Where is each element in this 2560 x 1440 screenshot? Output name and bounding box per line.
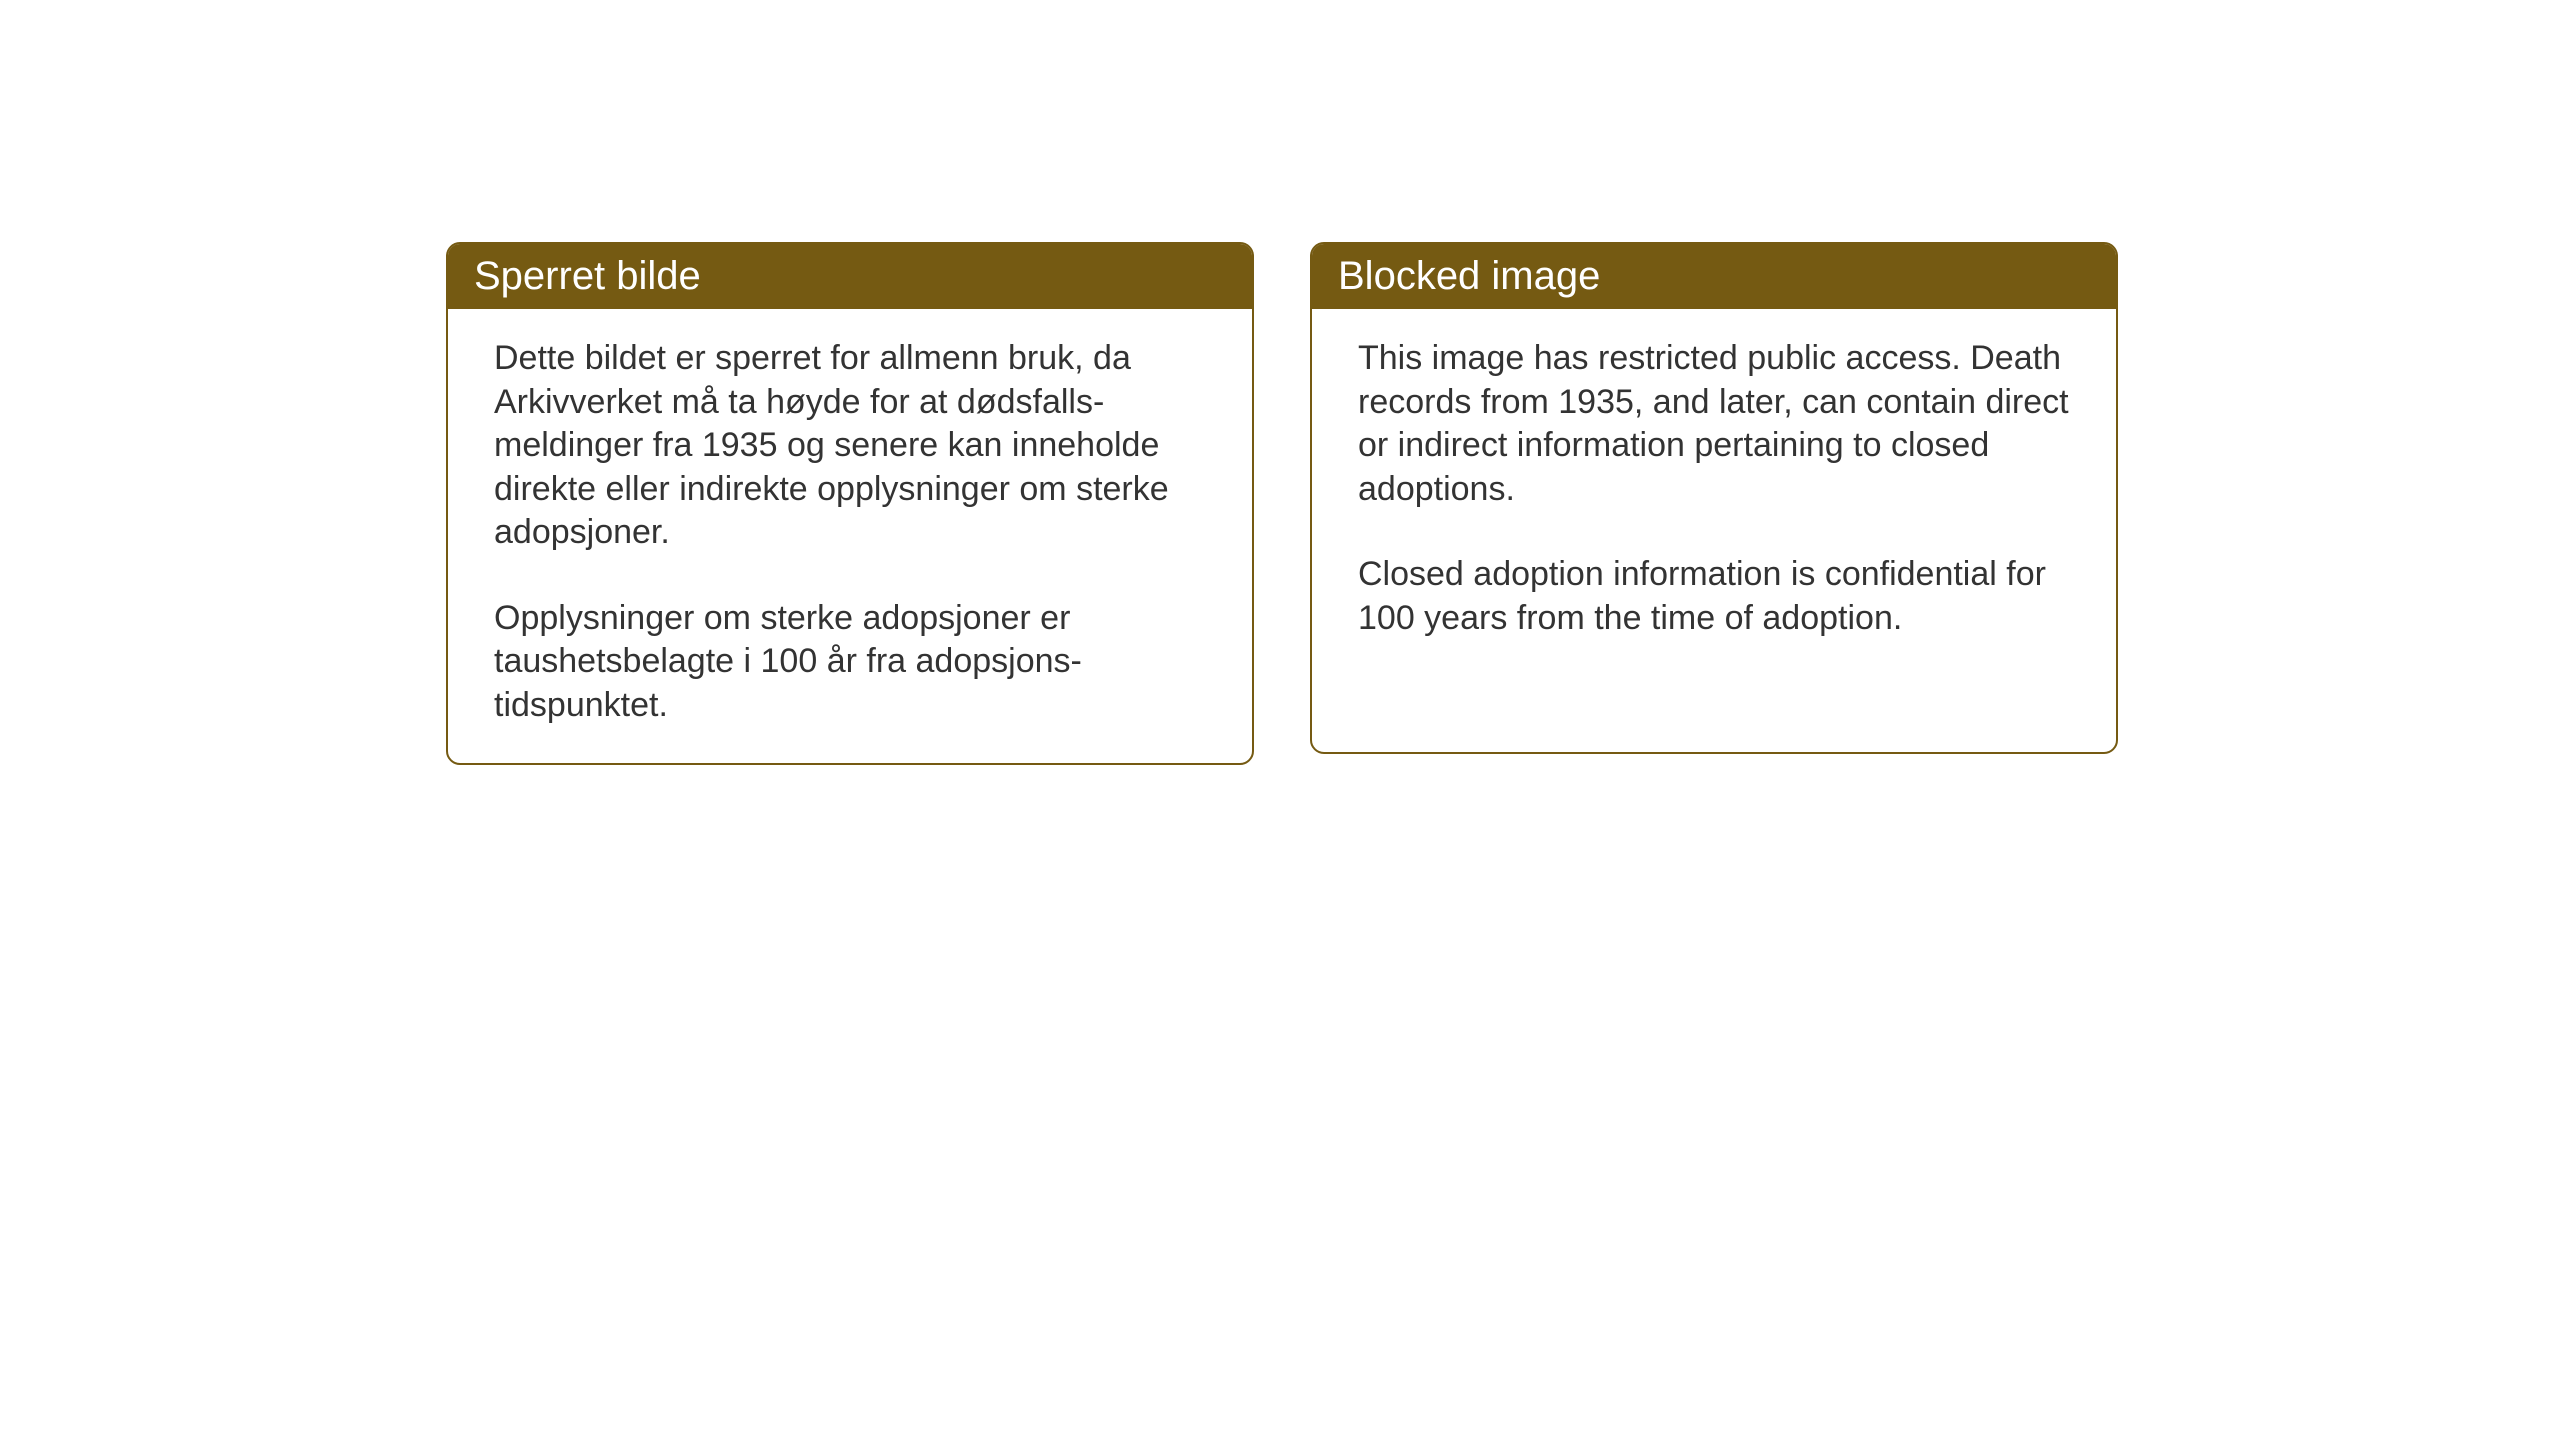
card-paragraph-english-2: Closed adoption information is confident… — [1358, 553, 2070, 640]
cards-container: Sperret bilde Dette bildet er sperret fo… — [446, 242, 2118, 765]
card-body-norwegian: Dette bildet er sperret for allmenn bruk… — [448, 309, 1252, 763]
card-body-english: This image has restricted public access.… — [1312, 309, 2116, 676]
card-title-english: Blocked image — [1338, 254, 1600, 298]
card-header-norwegian: Sperret bilde — [448, 244, 1252, 309]
card-header-english: Blocked image — [1312, 244, 2116, 309]
card-paragraph-norwegian-2: Opplysninger om sterke adopsjoner er tau… — [494, 597, 1206, 728]
card-norwegian: Sperret bilde Dette bildet er sperret fo… — [446, 242, 1254, 765]
card-paragraph-english-1: This image has restricted public access.… — [1358, 337, 2070, 511]
card-english: Blocked image This image has restricted … — [1310, 242, 2118, 754]
card-title-norwegian: Sperret bilde — [474, 254, 701, 298]
card-paragraph-norwegian-1: Dette bildet er sperret for allmenn bruk… — [494, 337, 1206, 555]
